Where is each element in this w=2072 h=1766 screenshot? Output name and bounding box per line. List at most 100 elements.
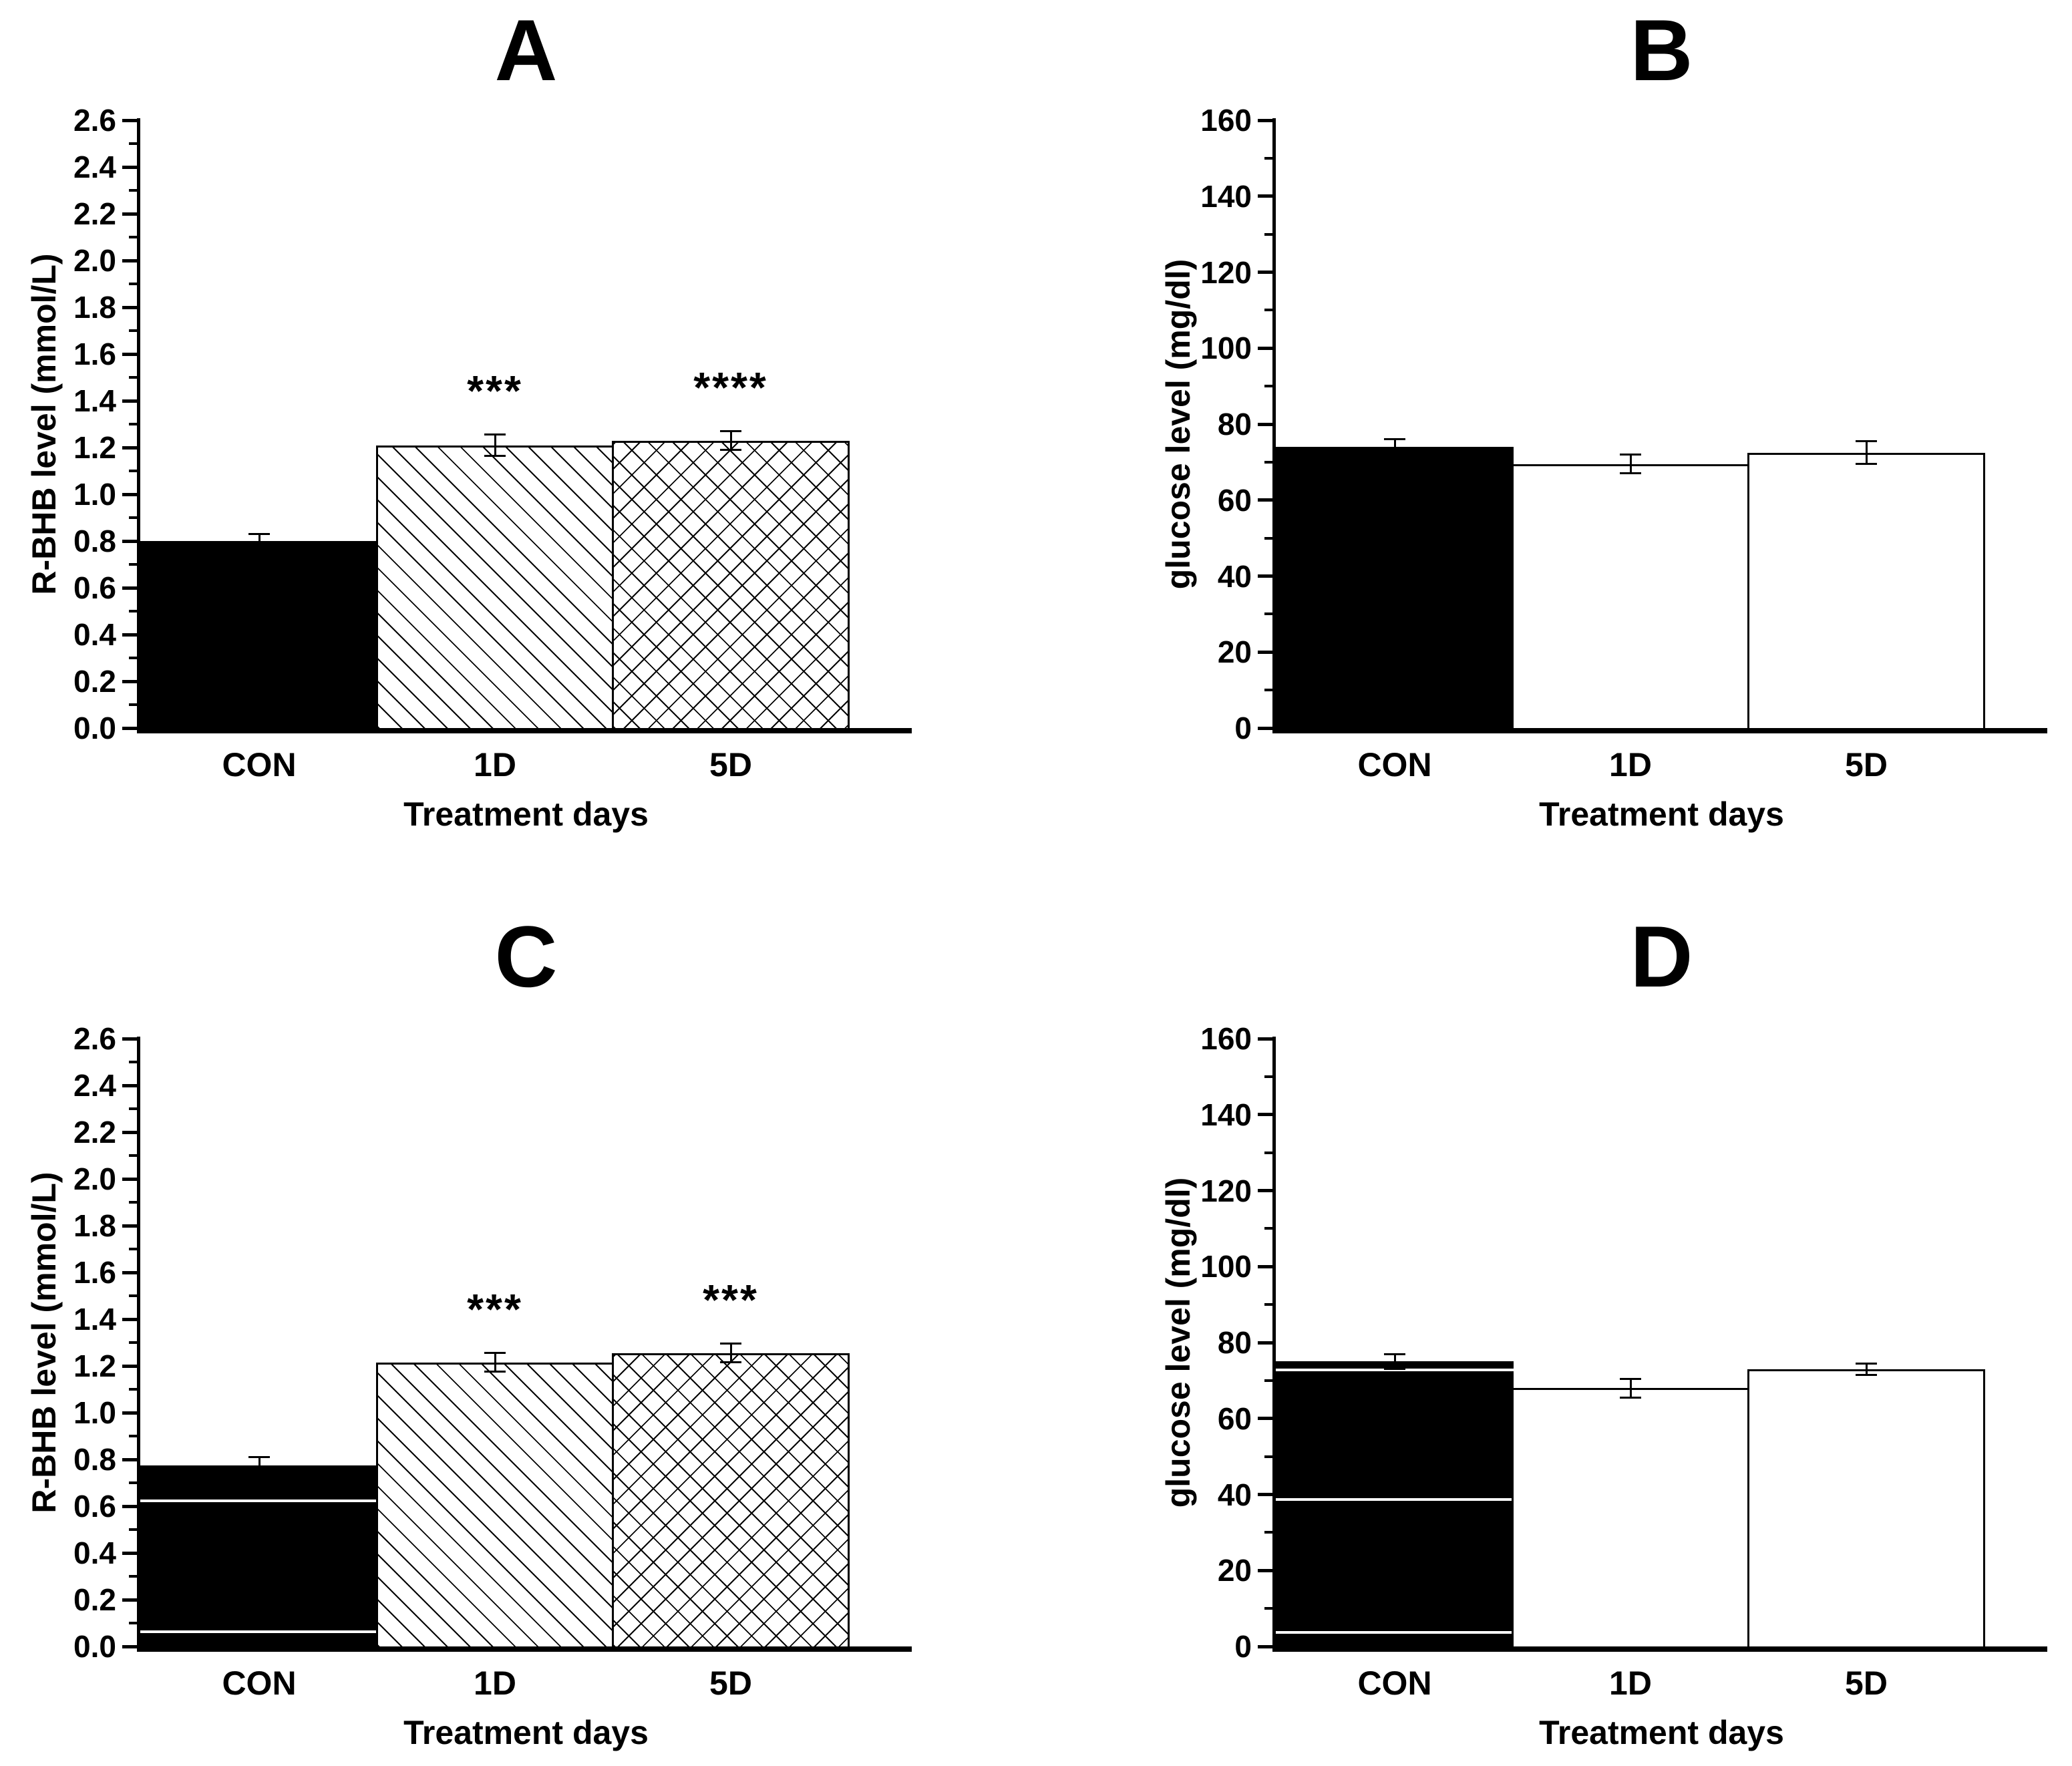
y-tick-label: 0.8	[73, 1442, 116, 1477]
y-minor-tick	[1264, 1303, 1272, 1306]
y-major-tick	[122, 1270, 137, 1274]
bar-CON	[1276, 1361, 1514, 1646]
y-major-tick	[122, 1504, 137, 1508]
y-tick-label: 0.8	[73, 524, 116, 558]
bar-CON	[140, 1465, 378, 1646]
plot-area: 0.0 0.2 0.4 0.6 0.8 1.0 1.2 1.4 1.6 1.8 2.0 2.2 2.4 2…	[73, 1021, 912, 1702]
error-bar-stem	[258, 534, 261, 548]
y-major-tick	[1258, 194, 1272, 198]
y-tick-label: 60	[1217, 1401, 1252, 1436]
y-major-tick	[1258, 1568, 1272, 1572]
y-major-tick	[122, 1224, 137, 1228]
error-bar-cap-top	[248, 1456, 270, 1458]
y-major-tick	[1258, 1493, 1272, 1496]
x-tick-label: 1D	[1609, 1664, 1652, 1702]
y-tick-label: 0.4	[73, 617, 116, 652]
y-tick-label: 1.2	[73, 1349, 116, 1383]
panel-C: C R-BHB level (mmol/L) 0.0 0.2 0.4 0.6 0.8 1.…	[0, 883, 1036, 1766]
error-bar-cap-bottom	[1856, 463, 1877, 466]
y-major-tick	[122, 679, 137, 683]
y-major-tick	[122, 726, 137, 730]
y-major-tick	[122, 1130, 137, 1134]
panel-title: A	[494, 1, 558, 99]
y-axis-line	[137, 1037, 140, 1646]
x-axis-line	[1272, 728, 2047, 733]
y-minor-tick	[1264, 1075, 1272, 1078]
y-minor-tick	[129, 1201, 137, 1204]
significance-stars: ***	[467, 366, 523, 415]
y-minor-tick	[129, 703, 137, 706]
y-minor-tick	[129, 376, 137, 379]
error-bar-stem	[1865, 441, 1868, 464]
error-bar-cap-bottom	[484, 1371, 506, 1373]
error-bar-cap-bottom	[248, 1472, 270, 1475]
x-axis-line	[137, 1646, 912, 1652]
y-major-tick	[1258, 498, 1272, 502]
y-major-tick	[122, 1364, 137, 1368]
y-tick-label: 80	[1217, 407, 1252, 442]
y-minor-tick	[129, 329, 137, 332]
y-minor-tick	[129, 610, 137, 612]
y-major-tick	[122, 1177, 137, 1181]
error-bar-cap-top	[1384, 1353, 1405, 1355]
significance-stars: ***	[467, 1284, 523, 1333]
bar-5D	[1747, 452, 1985, 728]
error-bar-cap-bottom	[1620, 1396, 1641, 1399]
y-major-tick	[122, 1411, 137, 1415]
y-tick-label: 140	[1200, 178, 1252, 214]
y-minor-tick	[1264, 385, 1272, 388]
artifact-white-line	[1276, 1498, 1514, 1502]
y-tick-label: 20	[1217, 635, 1252, 670]
y-minor-tick	[129, 236, 137, 238]
y-tick-label: 40	[1217, 1477, 1252, 1512]
bar-1D	[376, 445, 614, 728]
y-minor-tick	[1264, 1151, 1272, 1154]
error-bar-stem	[729, 1343, 732, 1363]
y-major-tick	[122, 492, 137, 496]
y-minor-tick	[129, 1294, 137, 1297]
error-bar-stem	[494, 1353, 496, 1372]
y-axis-line	[137, 118, 140, 728]
error-bar-cap-top	[484, 433, 506, 436]
y-tick-label: 140	[1200, 1097, 1252, 1132]
y-minor-tick	[129, 516, 137, 519]
y-tick-label: 0.0	[73, 1629, 116, 1664]
y-tick-label: 1.6	[73, 337, 116, 371]
y-axis-line	[1272, 1037, 1276, 1646]
y-minor-tick	[1264, 309, 1272, 312]
y-major-tick	[1258, 650, 1272, 654]
y-major-tick	[1258, 346, 1272, 350]
panel-B: B glucose level (mg/dl) 0 20 40 60 80 100 120 1…	[1036, 0, 2072, 883]
y-major-tick	[122, 633, 137, 637]
y-tick-label: 0.6	[73, 570, 116, 605]
error-bar-cap-bottom	[484, 454, 506, 457]
x-axis-title: Treatment days	[1539, 1714, 1784, 1751]
y-major-tick	[122, 446, 137, 450]
bar-CON	[140, 541, 378, 728]
y-minor-tick	[1264, 1379, 1272, 1382]
y-minor-tick	[1264, 1607, 1272, 1610]
y-tick-label: 2.0	[73, 1162, 116, 1196]
bar-1D	[376, 1362, 614, 1646]
y-minor-tick	[129, 1622, 137, 1624]
panel-D: D glucose level (mg/dl) 0 20 40 60 80 100 120 1…	[1036, 883, 2072, 1766]
y-minor-tick	[129, 1154, 137, 1157]
x-tick-label: CON	[222, 1664, 297, 1702]
y-tick-label: 2.4	[73, 150, 116, 184]
plot-area: 0.0 0.2 0.4 0.6 0.8 1.0 1.2 1.4 1.6 1.8 2.0 2.2 2.4 2…	[73, 103, 912, 783]
panel-title: D	[1630, 908, 1693, 1005]
y-tick-label: 0	[1234, 1629, 1252, 1664]
y-minor-tick	[1264, 1227, 1272, 1230]
y-minor-tick	[129, 1107, 137, 1110]
x-tick-label: 1D	[1609, 746, 1652, 783]
y-major-tick	[122, 118, 137, 122]
y-major-tick	[122, 1457, 137, 1461]
panel-title: B	[1630, 1, 1693, 99]
y-tick-label: 40	[1217, 558, 1252, 594]
y-major-tick	[122, 305, 137, 309]
bar-1D	[1512, 464, 1749, 728]
y-minor-tick	[129, 1481, 137, 1484]
y-tick-label: 0.0	[73, 711, 116, 745]
x-tick-label: 5D	[709, 1664, 752, 1702]
